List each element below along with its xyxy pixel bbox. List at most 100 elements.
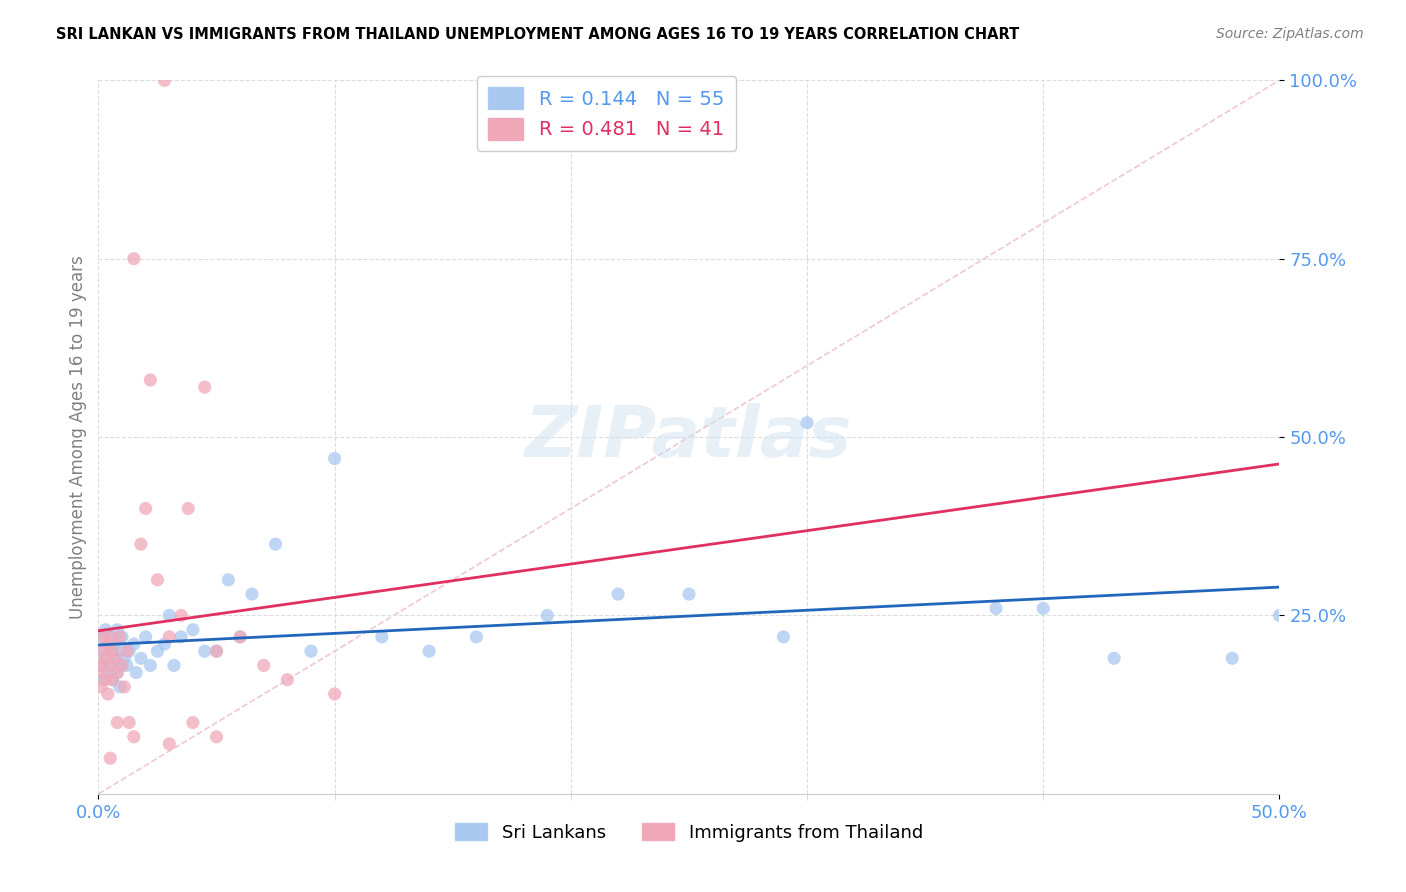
Point: [105, 665, 128, 680]
Point: [98, 751, 121, 765]
Point: [607, 587, 630, 601]
Point: [122, 637, 145, 651]
Point: [101, 644, 124, 658]
Point: [194, 380, 217, 394]
Point: [105, 715, 128, 730]
Point: [104, 637, 127, 651]
Point: [177, 501, 200, 516]
Point: [90, 658, 112, 673]
Point: [129, 537, 152, 551]
Point: [111, 658, 134, 673]
Point: [163, 658, 186, 673]
Point: [91, 644, 114, 658]
Point: [146, 573, 169, 587]
Point: [122, 730, 145, 744]
Point: [129, 651, 152, 665]
Point: [90, 680, 112, 694]
Point: [104, 651, 127, 665]
Point: [97, 637, 120, 651]
Point: [112, 680, 135, 694]
Point: [98, 630, 121, 644]
Y-axis label: Unemployment Among Ages 16 to 19 years: Unemployment Among Ages 16 to 19 years: [69, 255, 87, 619]
Point: [108, 680, 131, 694]
Point: [157, 630, 180, 644]
Point: [772, 630, 794, 644]
Point: [157, 608, 180, 623]
Text: Source: ZipAtlas.com: Source: ZipAtlas.com: [1216, 27, 1364, 41]
Point: [91, 673, 114, 687]
Point: [139, 373, 162, 387]
Point: [135, 630, 157, 644]
Point: [118, 644, 141, 658]
Point: [108, 630, 131, 644]
Point: [90, 630, 112, 644]
Point: [97, 687, 120, 701]
Point: [90, 658, 112, 673]
Point: [536, 608, 558, 623]
Point: [115, 658, 138, 673]
Point: [108, 658, 131, 673]
Point: [418, 644, 440, 658]
Point: [217, 573, 239, 587]
Text: ZIPatlas: ZIPatlas: [526, 402, 852, 472]
Point: [181, 623, 204, 637]
Point: [205, 644, 228, 658]
Point: [98, 658, 121, 673]
Point: [94, 673, 117, 687]
Point: [1220, 651, 1243, 665]
Point: [135, 501, 157, 516]
Point: [98, 630, 121, 644]
Point: [101, 644, 124, 658]
Point: [125, 665, 148, 680]
Point: [101, 673, 124, 687]
Point: [264, 537, 287, 551]
Point: [101, 673, 124, 687]
Point: [1032, 601, 1054, 615]
Point: [323, 451, 346, 466]
Point: [323, 687, 346, 701]
Point: [170, 608, 193, 623]
Point: [146, 644, 169, 658]
Point: [105, 623, 128, 637]
Text: SRI LANKAN VS IMMIGRANTS FROM THAILAND UNEMPLOYMENT AMONG AGES 16 TO 19 YEARS CO: SRI LANKAN VS IMMIGRANTS FROM THAILAND U…: [56, 27, 1019, 42]
Point: [1268, 608, 1291, 623]
Point: [465, 630, 488, 644]
Point: [678, 587, 700, 601]
Point: [205, 730, 228, 744]
Point: [104, 651, 127, 665]
Point: [371, 630, 394, 644]
Point: [240, 587, 263, 601]
Point: [170, 630, 193, 644]
Point: [139, 658, 162, 673]
Point: [194, 644, 217, 658]
Point: [181, 715, 204, 730]
Point: [153, 73, 176, 87]
Point: [276, 673, 298, 687]
Point: [94, 623, 117, 637]
Point: [91, 630, 114, 644]
Legend: Sri Lankans, Immigrants from Thailand: Sri Lankans, Immigrants from Thailand: [447, 816, 931, 849]
Point: [112, 651, 135, 665]
Point: [253, 658, 276, 673]
Point: [94, 651, 117, 665]
Point: [229, 630, 252, 644]
Point: [97, 637, 120, 651]
Point: [105, 665, 128, 680]
Point: [229, 630, 252, 644]
Point: [91, 665, 114, 680]
Point: [984, 601, 1007, 615]
Point: [122, 252, 145, 266]
Point: [98, 658, 121, 673]
Point: [111, 630, 134, 644]
Point: [94, 651, 117, 665]
Point: [1102, 651, 1125, 665]
Point: [115, 644, 138, 658]
Point: [91, 644, 114, 658]
Point: [796, 416, 818, 430]
Point: [299, 644, 322, 658]
Point: [157, 737, 180, 751]
Point: [111, 644, 134, 658]
Point: [118, 715, 141, 730]
Point: [153, 637, 176, 651]
Point: [97, 665, 120, 680]
